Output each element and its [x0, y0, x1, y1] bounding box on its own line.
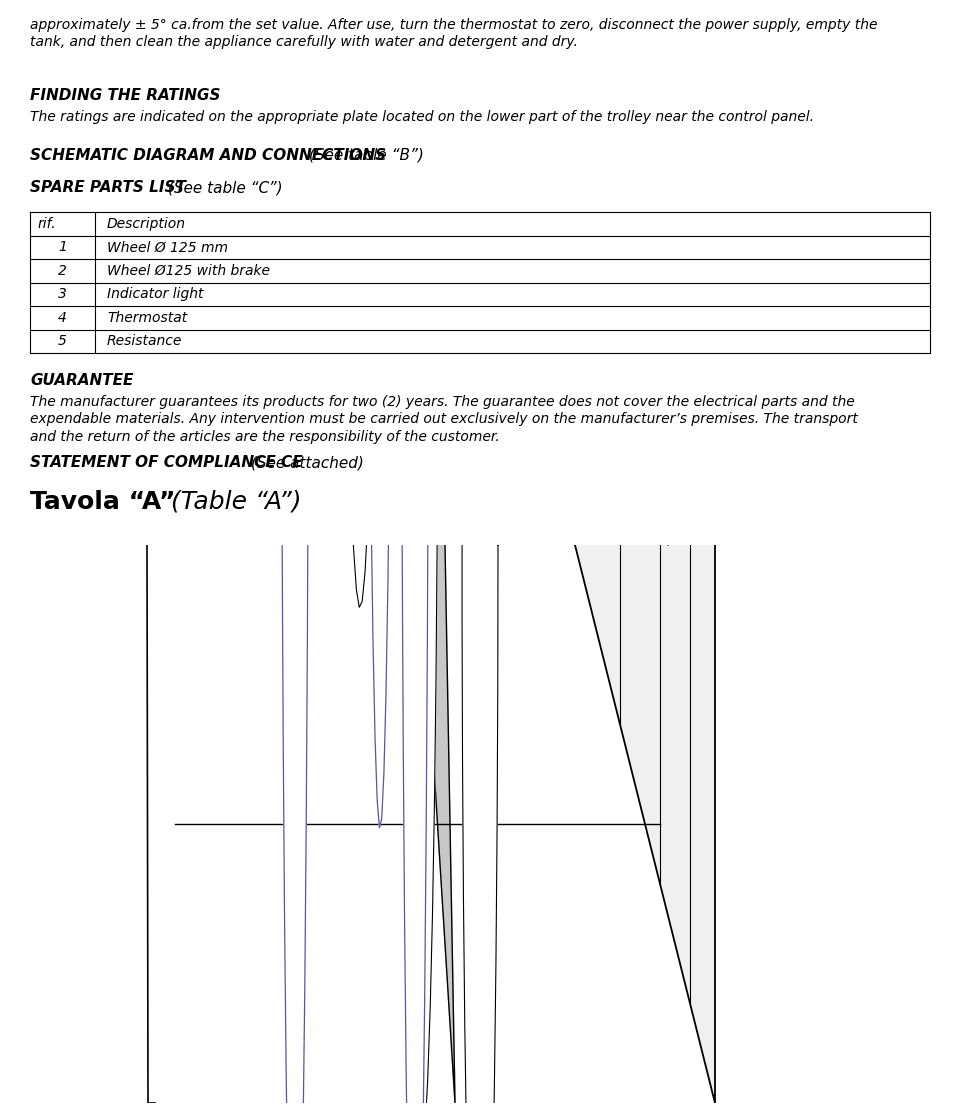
- Polygon shape: [262, 0, 298, 49]
- Text: GUARANTEE: GUARANTEE: [30, 373, 133, 388]
- Text: rif.: rif.: [38, 217, 57, 230]
- Text: 4: 4: [58, 310, 67, 325]
- Text: Resistance: Resistance: [107, 335, 182, 348]
- Text: FINDING THE RATINGS: FINDING THE RATINGS: [30, 88, 221, 103]
- Text: (See table “B”): (See table “B”): [304, 148, 423, 163]
- Text: Wheel Ø 125 mm: Wheel Ø 125 mm: [107, 240, 228, 254]
- Text: (Table “A”): (Table “A”): [163, 490, 301, 514]
- Text: 3: 3: [58, 287, 67, 301]
- Polygon shape: [342, 0, 378, 607]
- Text: STATEMENT OF COMPLIANCE CE: STATEMENT OF COMPLIANCE CE: [30, 455, 302, 470]
- Polygon shape: [462, 0, 498, 1108]
- Text: Thermostat: Thermostat: [107, 310, 187, 325]
- Text: The ratings are indicated on the appropriate plate located on the lower part of : The ratings are indicated on the appropr…: [30, 110, 814, 124]
- Polygon shape: [281, 0, 309, 1108]
- Polygon shape: [435, 0, 620, 545]
- Text: SPARE PARTS LIST: SPARE PARTS LIST: [30, 179, 186, 195]
- Text: 1: 1: [58, 240, 67, 254]
- Polygon shape: [0, 0, 155, 1102]
- Text: 2: 2: [58, 264, 67, 278]
- Text: Tavola “A”: Tavola “A”: [30, 490, 176, 514]
- Text: The manufacturer guarantees its products for two (2) years. The guarantee does n: The manufacturer guarantees its products…: [30, 394, 858, 443]
- Text: (See table “C”): (See table “C”): [163, 179, 282, 195]
- Text: (See attached): (See attached): [246, 455, 364, 470]
- Text: Indicator light: Indicator light: [107, 287, 204, 301]
- Polygon shape: [435, 0, 715, 1102]
- Text: Wheel Ø125 with brake: Wheel Ø125 with brake: [107, 264, 270, 278]
- Text: approximately ± 5° ca.from the set value. After use, turn the thermostat to zero: approximately ± 5° ca.from the set value…: [30, 18, 877, 49]
- Polygon shape: [401, 0, 429, 1108]
- Text: 5: 5: [58, 335, 67, 348]
- Text: Description: Description: [107, 217, 186, 230]
- Polygon shape: [155, 0, 455, 1102]
- Text: SCHEMATIC DIAGRAM AND CONNECTIONS: SCHEMATIC DIAGRAM AND CONNECTIONS: [30, 148, 386, 163]
- Polygon shape: [366, 0, 394, 828]
- Polygon shape: [402, 0, 438, 1108]
- Polygon shape: [326, 0, 354, 270]
